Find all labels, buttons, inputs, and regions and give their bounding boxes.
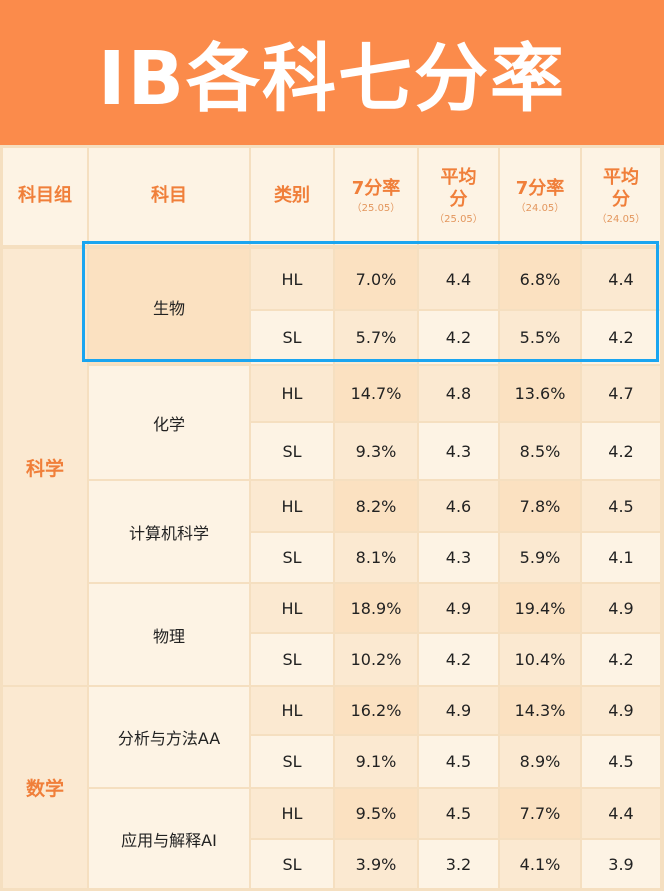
avg-2505-cell: 4.6 [419, 481, 498, 531]
avg-2505-cell: 4.8 [419, 366, 498, 421]
rate-2405-cell: 5.5% [500, 311, 580, 364]
subject-cell: 计算机科学 [89, 481, 249, 582]
avg-2405-cell: 4.9 [582, 584, 660, 632]
subject-cell: 应用与解释AI [89, 789, 249, 888]
rate-2505-cell: 8.1% [335, 533, 417, 582]
subject-cell: 生物 [89, 249, 249, 364]
avg-2405-cell: 4.2 [582, 423, 660, 479]
avg-2405-cell: 4.5 [582, 736, 660, 787]
rate-2505-cell: 9.3% [335, 423, 417, 479]
level-cell: SL [251, 634, 333, 685]
group-cell: 数学 [3, 687, 87, 888]
rate-2405-cell: 8.5% [500, 423, 580, 479]
level-cell: SL [251, 736, 333, 787]
avg-2405-cell: 4.5 [582, 481, 660, 531]
level-cell: SL [251, 311, 333, 364]
header-avg-2405: 平均分 （24.05） [582, 148, 660, 245]
avg-2405-cell: 3.9 [582, 840, 660, 888]
rate-2505-cell: 7.0% [335, 249, 417, 309]
avg-2505-cell: 4.3 [419, 533, 498, 582]
header-avg-2505: 平均分 （25.05） [419, 148, 498, 245]
avg-2405-cell: 4.4 [582, 249, 660, 309]
rate-2405-cell: 13.6% [500, 366, 580, 421]
header-rate-2405: 7分率 （24.05） [500, 148, 580, 245]
header-rate-2505: 7分率 （25.05） [335, 148, 417, 245]
avg-2505-cell: 4.3 [419, 423, 498, 479]
avg-2405-cell: 4.2 [582, 311, 660, 364]
avg-2505-cell: 4.9 [419, 687, 498, 734]
header-date-label: （25.05） [434, 213, 483, 225]
level-cell: HL [251, 584, 333, 632]
level-cell: HL [251, 249, 333, 309]
avg-2405-cell: 4.2 [582, 634, 660, 685]
level-cell: HL [251, 366, 333, 421]
page-title: IB各科七分率 [98, 36, 566, 122]
rate-2405-cell: 5.9% [500, 533, 580, 582]
rate-2405-cell: 19.4% [500, 584, 580, 632]
rate-2405-cell: 14.3% [500, 687, 580, 734]
avg-2505-cell: 3.2 [419, 840, 498, 888]
rate-2505-cell: 9.1% [335, 736, 417, 787]
level-cell: SL [251, 533, 333, 582]
rate-2405-cell: 7.7% [500, 789, 580, 838]
avg-2405-cell: 4.4 [582, 789, 660, 838]
avg-2505-cell: 4.4 [419, 249, 498, 309]
rate-2405-cell: 6.8% [500, 249, 580, 309]
rate-2505-cell: 14.7% [335, 366, 417, 421]
group-cell: 科学 [3, 249, 87, 685]
avg-2505-cell: 4.5 [419, 789, 498, 838]
rate-2505-cell: 10.2% [335, 634, 417, 685]
rate-2505-cell: 3.9% [335, 840, 417, 888]
level-cell: HL [251, 789, 333, 838]
subject-cell: 物理 [89, 584, 249, 685]
header-group: 科目组 [3, 148, 87, 245]
header-date-label: （25.05） [351, 202, 401, 214]
rate-2405-cell: 4.1% [500, 840, 580, 888]
avg-2505-cell: 4.9 [419, 584, 498, 632]
rate-2505-cell: 16.2% [335, 687, 417, 734]
rate-2405-cell: 8.9% [500, 736, 580, 787]
rate-2505-cell: 18.9% [335, 584, 417, 632]
header-date-label: （24.05） [515, 202, 565, 214]
avg-2505-cell: 4.5 [419, 736, 498, 787]
level-cell: SL [251, 840, 333, 888]
subject-cell: 化学 [89, 366, 249, 479]
rate-2505-cell: 8.2% [335, 481, 417, 531]
header-main-label: 7分率 [515, 178, 565, 199]
level-cell: HL [251, 687, 333, 734]
header-subject: 科目 [89, 148, 249, 245]
avg-2405-cell: 4.7 [582, 366, 660, 421]
level-cell: SL [251, 423, 333, 479]
rate-2505-cell: 9.5% [335, 789, 417, 838]
title-banner: IB各科七分率 [0, 0, 664, 145]
avg-2505-cell: 4.2 [419, 634, 498, 685]
avg-2405-cell: 4.9 [582, 687, 660, 734]
header-level: 类别 [251, 148, 333, 245]
avg-2505-cell: 4.2 [419, 311, 498, 364]
rate-2505-cell: 5.7% [335, 311, 417, 364]
avg-2405-cell: 4.1 [582, 533, 660, 582]
header-main-label: 平均分 [440, 166, 477, 211]
rate-2405-cell: 10.4% [500, 634, 580, 685]
header-main-label: 平均分 [603, 166, 639, 211]
subject-cell: 分析与方法AA [89, 687, 249, 787]
rate-2405-cell: 7.8% [500, 481, 580, 531]
level-cell: HL [251, 481, 333, 531]
header-date-label: （24.05） [596, 213, 646, 225]
header-main-label: 7分率 [351, 178, 401, 199]
